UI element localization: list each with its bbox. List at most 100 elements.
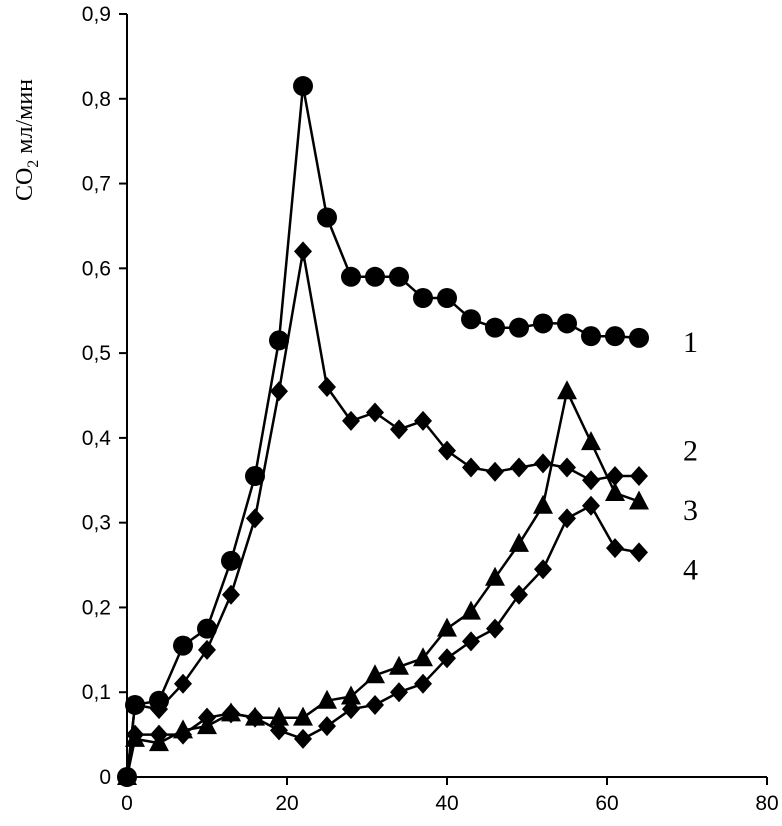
y-axis-title-main: CO [12,168,38,201]
series-2-point [222,584,240,605]
series-3-point [509,532,529,552]
y-tick-label: 0,6 [82,257,111,280]
y-axis-title-unit: мл/мин [12,79,38,160]
series-3-point [269,706,289,726]
series-4-point [174,724,192,745]
y-tick-label: 0,7 [82,173,111,196]
series-2-point [318,377,336,398]
series-2 [118,241,648,787]
y-tick-label: 0,4 [82,427,112,450]
series-4-point [390,682,408,703]
series-3-point [293,706,313,726]
series-label-3: 3 [683,494,698,527]
y-tick-label: 0,9 [82,3,111,26]
series-1-point [197,618,217,639]
x-ticks: 0 20 40 60 80 [121,777,779,815]
y-tick-label: 0,3 [82,512,111,535]
series-1-point [221,550,241,571]
series-1-point [245,466,265,487]
series-1-point [533,313,553,334]
series-4 [118,495,648,787]
series-3-point [413,647,433,667]
series-4-point [294,728,312,749]
x-tick-label: 60 [595,792,618,815]
series-4-point [270,720,288,741]
series-2-point [390,419,408,440]
series-2-point [414,410,432,431]
y-axis-title: CO2 мл/мин [12,79,42,201]
series-3-point [365,664,385,684]
series-4-point [486,618,504,639]
series-1-point [557,313,577,334]
y-tick-label: 0,5 [82,342,111,365]
series-2-point [366,402,384,423]
series-group [117,76,649,787]
series-4-point [366,694,384,715]
y-tick-label: 0,2 [82,596,111,619]
series-2-point [198,639,216,660]
series-4-point [462,631,480,652]
y-ticks: 0 0,1 0,2 0,3 0,4 0,5 0,6 0,7 0,8 0,9 [82,3,127,789]
series-4-point [342,699,360,720]
series-2-point [246,508,264,529]
series-4-point [118,767,136,787]
series-4-point [126,724,144,745]
series-2-point [462,457,480,478]
x-tick-label: 0 [121,792,133,815]
series-2-point [150,699,168,720]
series-4-point [246,707,264,728]
series-3-point [437,617,457,637]
series-1-point [605,326,625,347]
x-tick-label: 40 [435,792,458,815]
series-2-point [558,457,576,478]
series-label-2: 2 [683,435,698,468]
series-3-point [629,490,649,510]
series-4-line [125,504,640,778]
y-axis-title-subscript: 2 [25,160,42,168]
series-2-point [582,470,600,491]
series-1-point [269,330,289,351]
series-1-point [317,207,337,228]
series-4-point [198,707,216,728]
series-4-point [414,673,432,694]
series-2-point [342,410,360,431]
series-3-point [317,689,337,709]
series-4-point [606,538,624,559]
series-3-point [389,655,409,675]
series-1-point [389,266,409,287]
series-1-point [341,266,361,287]
series-4-point [222,703,240,724]
y-tick-label: 0,8 [82,88,111,111]
series-3-point [533,494,553,514]
series-3-point [341,685,361,705]
series-4-point [534,559,552,580]
series-4-point [582,495,600,516]
series-2-point [486,461,504,482]
series-4-point [150,724,168,745]
x-tick-label: 20 [275,792,298,815]
series-3-point [581,431,601,451]
series-2-point [294,241,312,262]
series-1-point [365,266,385,287]
series-2-point [270,381,288,402]
series-2-point [126,694,144,715]
y-tick-label: 0,1 [82,681,111,704]
series-labels: 1 2 3 4 [683,326,698,586]
series-2-point [438,440,456,461]
series-3-point [485,566,505,586]
series-3-point [461,600,481,620]
y-tick-label: 0 [99,766,111,789]
series-2-point [534,453,552,474]
series-1-point [461,309,481,330]
x-tick-label: 80 [755,792,778,815]
series-2-point [510,457,528,478]
series-4-point [438,648,456,669]
series-3-point [605,481,625,501]
series-1-point [437,288,457,309]
series-1-point [485,317,505,338]
series-4-point [318,716,336,737]
series-1-point [629,327,649,348]
series-2-point [630,466,648,487]
series-4-point [558,508,576,529]
series-1-point [581,326,601,347]
